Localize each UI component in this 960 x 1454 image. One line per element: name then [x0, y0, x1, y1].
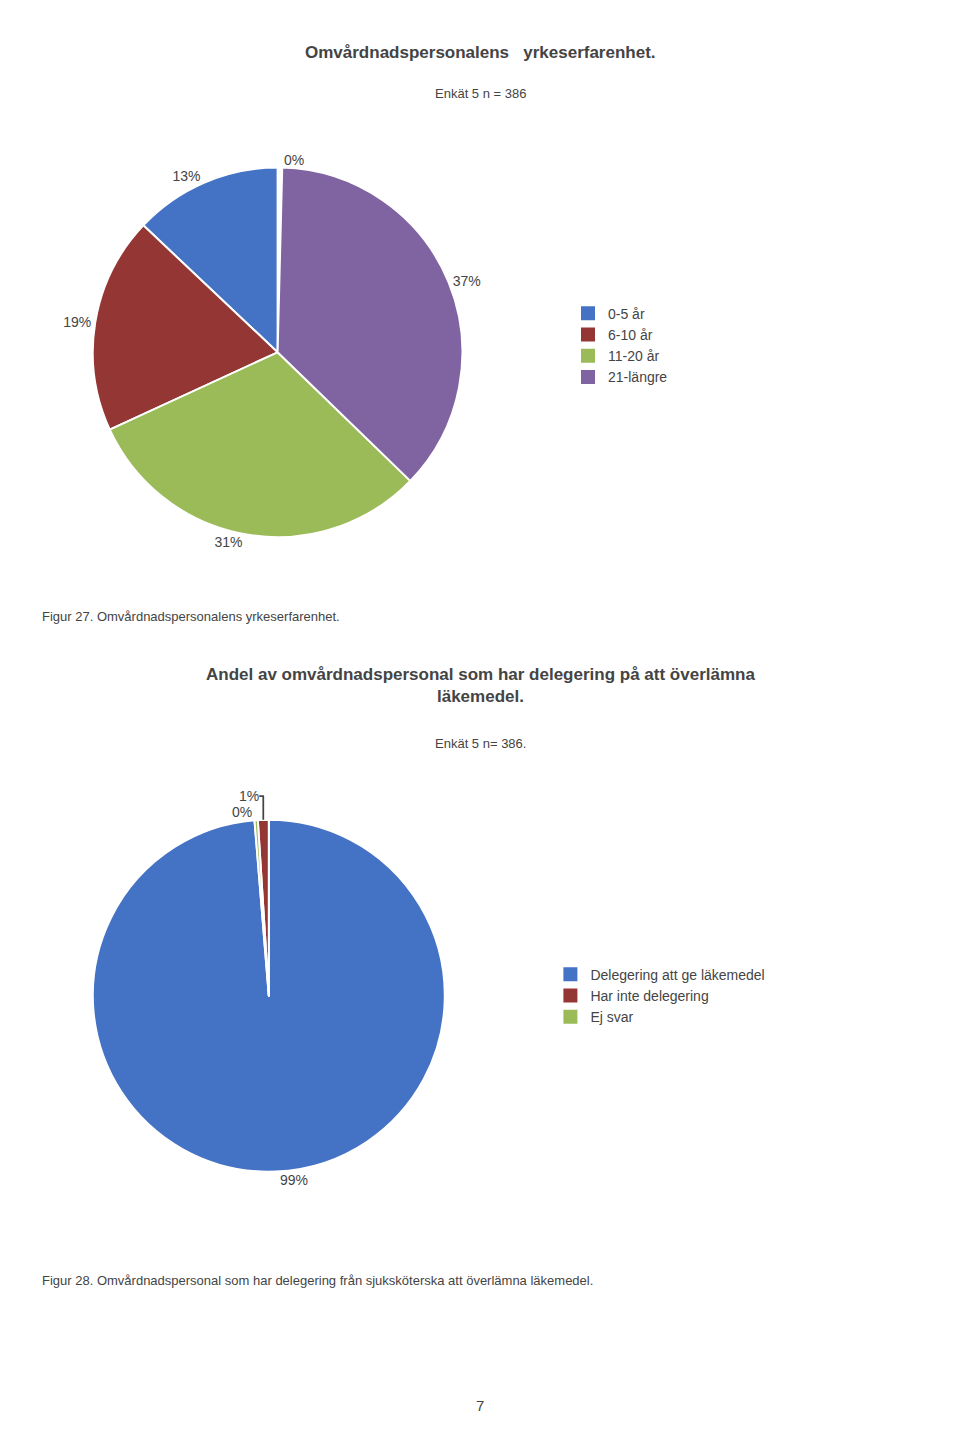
- svg-text:Figur 28. Omvårdnadspersonal s: Figur 28. Omvårdnadspersonal som har del…: [42, 1273, 593, 1288]
- svg-text:Har inte delegering: Har inte delegering: [590, 988, 708, 1004]
- svg-text:Delegering att ge läkemedel: Delegering att ge läkemedel: [590, 967, 764, 983]
- svg-text:37%: 37%: [453, 273, 481, 289]
- svg-text:0-5 år: 0-5 år: [608, 306, 645, 322]
- svg-text:0%: 0%: [232, 804, 252, 820]
- svg-text:31%: 31%: [214, 534, 242, 550]
- svg-text:Enkät 5 n= 386.: Enkät 5 n= 386.: [435, 736, 526, 751]
- svg-text:Andel av omvårdnadspersonal so: Andel av omvårdnadspersonal som har dele…: [206, 665, 755, 706]
- svg-text:1%: 1%: [239, 788, 259, 804]
- svg-text:Omvårdnadspersonalens yrkese: Omvårdnadspersonalens yrkeserfarenhet.: [305, 43, 656, 62]
- svg-text:Figur 27. Omvårdnadspersonalen: Figur 27. Omvårdnadspersonalens yrkeserf…: [42, 609, 340, 624]
- svg-text:Ej svar: Ej svar: [590, 1009, 633, 1025]
- svg-text:11-20 år: 11-20 år: [608, 348, 659, 364]
- svg-text:21-längre: 21-längre: [608, 369, 667, 385]
- svg-text:13%: 13%: [172, 168, 200, 184]
- svg-text:0%: 0%: [284, 152, 304, 168]
- svg-text:6-10 år: 6-10 år: [608, 327, 653, 343]
- svg-text:7: 7: [476, 1397, 484, 1414]
- svg-text:Enkät 5 n = 386: Enkät 5 n = 386: [435, 86, 526, 101]
- svg-text:19%: 19%: [63, 314, 91, 330]
- svg-text:99%: 99%: [280, 1172, 308, 1188]
